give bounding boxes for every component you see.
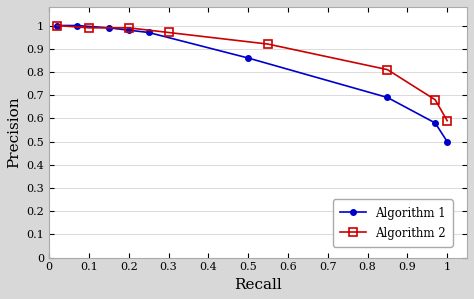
- Algorithm 2: [54, 24, 60, 27]
- Algorithm 2: [166, 31, 172, 34]
- Algorithm 1: [54, 24, 60, 27]
- Algorithm 2: [126, 26, 132, 30]
- Algorithm 1: [384, 96, 390, 99]
- Algorithm 1: [74, 24, 80, 27]
- Algorithm 1: [106, 26, 112, 30]
- Y-axis label: Precision: Precision: [7, 97, 21, 168]
- Line: Algorithm 1: Algorithm 1: [55, 23, 450, 144]
- Algorithm 2: [444, 119, 450, 123]
- Algorithm 1: [444, 140, 450, 144]
- Algorithm 1: [146, 31, 152, 34]
- Algorithm 2: [384, 68, 390, 71]
- Algorithm 2: [86, 26, 92, 30]
- Algorithm 2: [432, 98, 438, 102]
- Algorithm 1: [432, 121, 438, 125]
- Legend: Algorithm 1, Algorithm 2: Algorithm 1, Algorithm 2: [333, 199, 453, 247]
- Algorithm 1: [245, 56, 251, 60]
- Algorithm 2: [265, 42, 271, 46]
- X-axis label: Recall: Recall: [234, 278, 282, 292]
- Line: Algorithm 2: Algorithm 2: [53, 22, 451, 124]
- Algorithm 1: [126, 28, 132, 32]
